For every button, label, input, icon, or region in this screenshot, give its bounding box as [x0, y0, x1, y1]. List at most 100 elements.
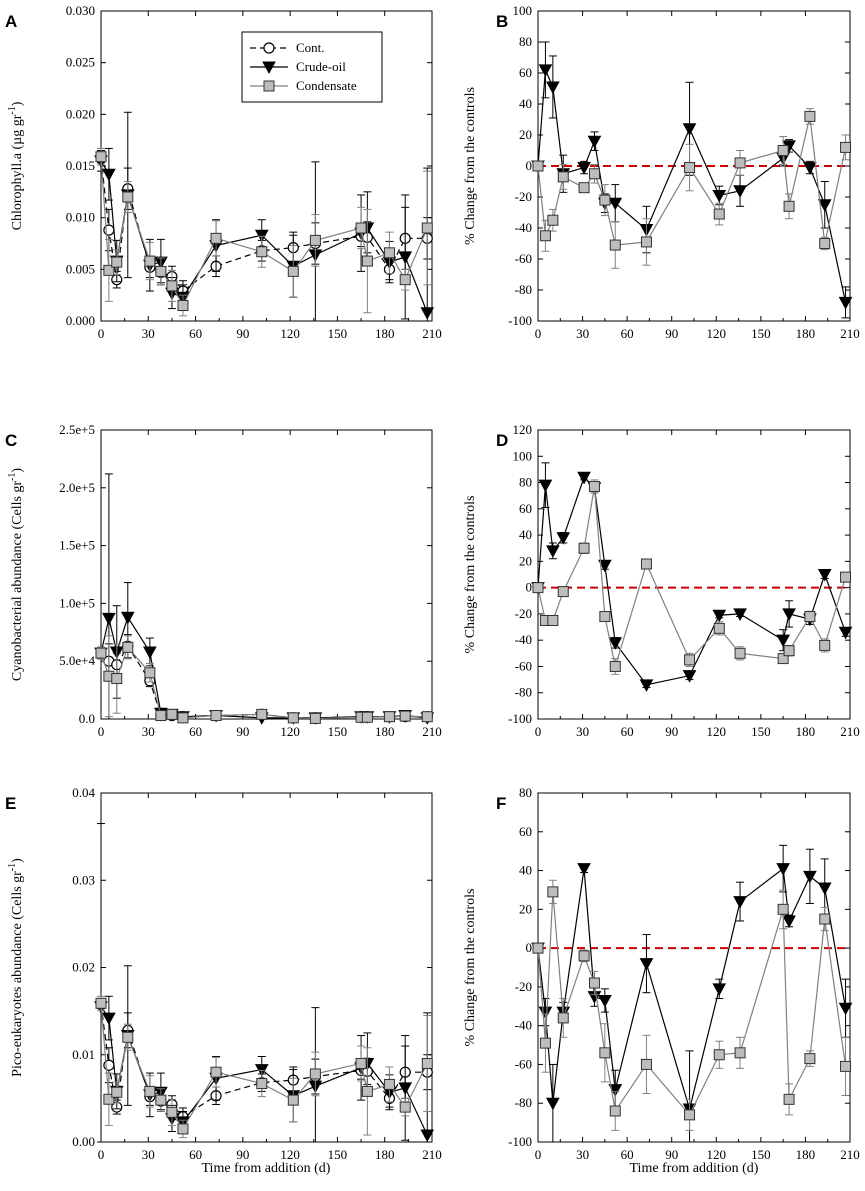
- data-point: [578, 950, 590, 962]
- data-point: [546, 1097, 560, 1111]
- x-tick-label: 120: [707, 1147, 727, 1162]
- data-point: [309, 234, 321, 246]
- y-tick-label: 0.000: [66, 313, 95, 328]
- x-tick-label: 180: [796, 724, 816, 739]
- data-point: [144, 667, 156, 679]
- data-point: [557, 586, 569, 598]
- data-point: [712, 983, 727, 996]
- data-point: [817, 199, 832, 212]
- y-tick-label: -100: [508, 313, 532, 328]
- y-tick-label: 60: [519, 65, 532, 80]
- data-point: [599, 194, 611, 206]
- x-tick-label: 150: [328, 326, 348, 341]
- y-tick-label: -60: [515, 658, 532, 673]
- y-tick-label: 100: [513, 3, 533, 18]
- data-point: [734, 647, 746, 659]
- data-point: [639, 679, 654, 692]
- x-tick-label: 120: [280, 326, 300, 341]
- data-point: [166, 280, 178, 292]
- y-tick-label: -80: [515, 685, 532, 700]
- data-point: [777, 653, 789, 665]
- y-tick-label: 120: [513, 422, 533, 437]
- data-point: [838, 296, 853, 310]
- data-point: [399, 710, 411, 722]
- x-tick-label: 210: [840, 1147, 860, 1162]
- data-point: [609, 660, 621, 672]
- series-crude-oil: [531, 41, 853, 319]
- data-point: [684, 654, 696, 666]
- x-tick-label: 150: [328, 724, 348, 739]
- data-point: [155, 1094, 167, 1106]
- data-point: [587, 135, 602, 149]
- x-tick-label: 210: [840, 326, 860, 341]
- data-point: [420, 307, 435, 320]
- data-point: [210, 1066, 222, 1078]
- x-tick-label: 90: [236, 326, 249, 341]
- data-point: [713, 208, 725, 220]
- data-point: [538, 64, 553, 77]
- x-tick-label: 180: [375, 326, 395, 341]
- y-tick-label: 40: [519, 527, 532, 542]
- y-tick-label: 0.015: [66, 158, 95, 173]
- y-tick-label: -80: [515, 282, 532, 297]
- chart-panel-c: C 0 30 60 90 120 150 180 210 0.0 5.0e+4 1.0e+5 1.5e+…: [5, 422, 442, 739]
- legend: Cont. Crude-oil Condensate: [241, 31, 383, 103]
- x-tick-label: 120: [707, 724, 727, 739]
- x-tick-label: 60: [621, 724, 634, 739]
- y-tick-label: 0: [526, 580, 533, 595]
- series-condensate: [95, 635, 433, 724]
- legend-label: Cont.: [296, 40, 325, 55]
- data-point: [684, 162, 696, 174]
- data-point: [840, 141, 852, 153]
- data-point: [539, 1037, 551, 1049]
- series-condensate: [532, 479, 852, 675]
- series-line: [537, 867, 847, 1112]
- data-point: [166, 708, 178, 720]
- data-point: [819, 238, 831, 249]
- data-point: [103, 264, 115, 276]
- data-point: [421, 711, 433, 723]
- y-tick-label: -20: [515, 606, 532, 621]
- y-tick-label: 2.5e+5: [59, 422, 95, 437]
- x-tick-label: 30: [576, 326, 589, 341]
- y-tick-label: 80: [519, 34, 532, 49]
- data-point: [122, 191, 134, 203]
- data-point: [733, 185, 747, 198]
- x-tick-label: 210: [422, 1147, 442, 1162]
- x-tick-label: 210: [840, 724, 860, 739]
- y-tick-label: -100: [508, 711, 532, 726]
- data-point: [577, 863, 591, 876]
- data-point: [783, 645, 795, 657]
- data-point: [733, 608, 747, 621]
- data-point: [95, 647, 107, 659]
- data-point: [287, 1094, 299, 1106]
- data-point: [804, 110, 816, 122]
- data-point: [102, 1012, 116, 1026]
- data-point: [361, 711, 373, 723]
- y-tick-label: 0.02: [72, 960, 95, 975]
- data-point: [599, 611, 611, 623]
- x-tick-label: 60: [189, 326, 202, 341]
- y-tick-label: 0.00: [72, 1134, 95, 1149]
- data-point: [143, 646, 157, 659]
- data-point: [355, 1057, 367, 1069]
- series-crude-oil: [94, 111, 435, 322]
- data-point: [103, 1093, 115, 1105]
- data-point: [421, 222, 433, 234]
- y-axis-title: % Change from the controls: [463, 87, 478, 245]
- data-point: [713, 1049, 725, 1061]
- data-point: [102, 612, 116, 626]
- data-point: [547, 614, 559, 626]
- y-tick-label: -100: [508, 1134, 532, 1149]
- y-tick-label: 0.010: [66, 210, 95, 225]
- data-point: [782, 915, 796, 929]
- chart-panel-e: E 0 30 60 90 120 150 180 210 0.00 0.01 0.02 0.03 0.04…: [5, 785, 442, 1162]
- x-tick-label: 120: [707, 326, 727, 341]
- data-point: [210, 232, 222, 244]
- y-tick-label: -20: [515, 189, 532, 204]
- y-tick-label: 40: [519, 863, 532, 878]
- y-tick-label: -40: [515, 220, 532, 235]
- data-point: [783, 1093, 795, 1105]
- x-tick-label: 150: [328, 1147, 348, 1162]
